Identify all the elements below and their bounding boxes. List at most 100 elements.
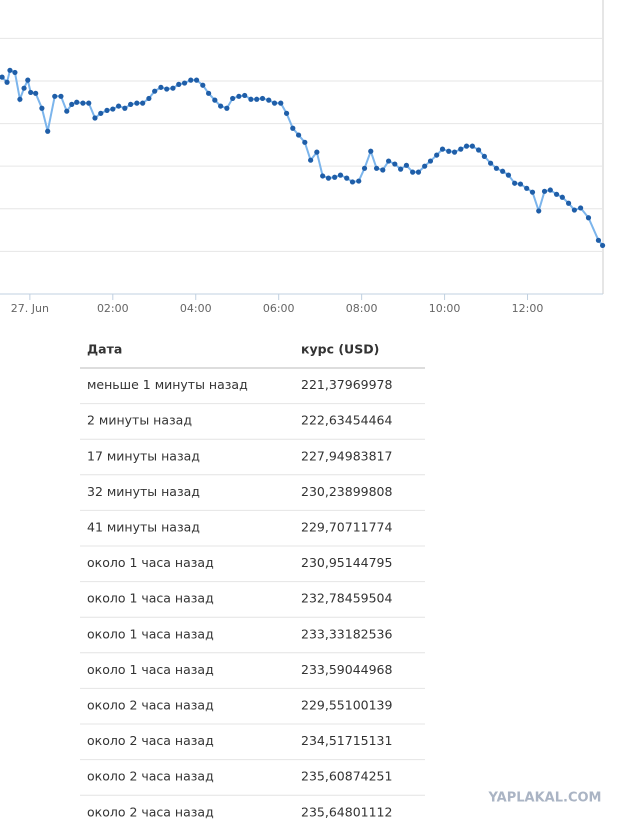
point xyxy=(98,110,104,116)
point xyxy=(332,174,338,180)
table-cell: 2 минуты назад xyxy=(87,413,192,428)
table-cell: около 2 часа назад xyxy=(87,698,214,713)
point xyxy=(541,188,548,194)
point xyxy=(427,158,434,164)
point xyxy=(380,167,386,173)
point xyxy=(368,148,374,154)
x-tick-label: 27. Jun xyxy=(11,302,49,315)
point xyxy=(500,168,506,174)
point xyxy=(188,77,194,83)
point xyxy=(599,242,606,249)
point xyxy=(248,96,254,102)
point xyxy=(152,88,158,94)
table-cell: 229,70711774 xyxy=(301,520,393,535)
table-cell: 233,33182536 xyxy=(301,626,393,641)
point xyxy=(565,200,572,206)
point xyxy=(278,100,284,106)
point xyxy=(80,100,86,106)
point xyxy=(242,92,248,99)
point xyxy=(446,148,452,154)
point xyxy=(524,185,530,191)
point xyxy=(475,147,482,153)
point xyxy=(64,108,70,114)
point xyxy=(236,93,242,99)
point xyxy=(481,153,487,159)
point xyxy=(469,143,475,149)
point xyxy=(230,95,236,102)
point xyxy=(266,97,272,103)
point xyxy=(422,163,428,169)
table-cell: меньше 1 минуты назад xyxy=(87,377,248,392)
point xyxy=(349,179,356,185)
table-cell: около 1 часа назад xyxy=(87,591,214,606)
point xyxy=(4,79,10,85)
table-cell: около 1 часа назад xyxy=(87,555,214,570)
price-line xyxy=(1,68,604,247)
table-header: Дата xyxy=(87,342,122,357)
table-cell: 17 минуты назад xyxy=(87,448,200,463)
table-cell: около 1 часа назад xyxy=(87,662,214,677)
point xyxy=(458,146,464,152)
point xyxy=(415,169,422,175)
point xyxy=(403,162,410,168)
point xyxy=(164,86,170,92)
table-cell: 229,55100139 xyxy=(301,698,393,713)
table-cell: 233,59044968 xyxy=(301,662,393,677)
point xyxy=(290,125,296,131)
point xyxy=(21,85,27,91)
point xyxy=(39,105,45,111)
point xyxy=(361,165,368,171)
point xyxy=(410,169,416,175)
point xyxy=(488,160,494,166)
point xyxy=(58,93,64,99)
point xyxy=(69,101,75,107)
point xyxy=(193,77,200,83)
point xyxy=(259,95,266,102)
point xyxy=(200,82,206,88)
point xyxy=(463,143,470,149)
point xyxy=(320,173,326,179)
point xyxy=(28,89,34,96)
x-tick-label: 06:00 xyxy=(263,302,295,315)
point xyxy=(206,90,212,96)
point xyxy=(547,187,553,193)
table-cell: 235,60874251 xyxy=(301,769,392,784)
point xyxy=(146,95,152,102)
point xyxy=(451,149,458,155)
point xyxy=(122,105,128,111)
point xyxy=(529,189,536,195)
point xyxy=(392,161,398,167)
point xyxy=(218,103,224,109)
point xyxy=(128,101,134,107)
point xyxy=(17,96,23,102)
point xyxy=(314,149,320,155)
point xyxy=(170,85,176,91)
table-cell: 227,94983817 xyxy=(301,448,392,463)
point xyxy=(45,128,51,134)
point xyxy=(302,139,308,145)
point xyxy=(356,178,362,184)
table-cell: 230,23899808 xyxy=(301,484,393,499)
x-tick-label: 02:00 xyxy=(97,302,129,315)
point xyxy=(585,215,592,221)
point xyxy=(553,191,560,197)
point xyxy=(52,93,58,99)
point xyxy=(92,115,98,121)
x-tick-label: 12:00 xyxy=(512,302,544,315)
table-cell: 232,78459504 xyxy=(301,591,393,606)
point xyxy=(595,237,602,243)
point xyxy=(505,172,512,178)
point xyxy=(33,90,39,96)
table-header: курс (USD) xyxy=(301,342,379,357)
point xyxy=(283,110,290,116)
point xyxy=(385,158,392,164)
point xyxy=(254,96,260,102)
point xyxy=(337,172,344,178)
table-cell: 222,63454464 xyxy=(301,413,393,428)
point xyxy=(181,80,188,86)
point xyxy=(224,105,230,111)
point xyxy=(398,166,404,172)
point xyxy=(493,165,500,171)
x-tick-label: 04:00 xyxy=(180,302,212,315)
